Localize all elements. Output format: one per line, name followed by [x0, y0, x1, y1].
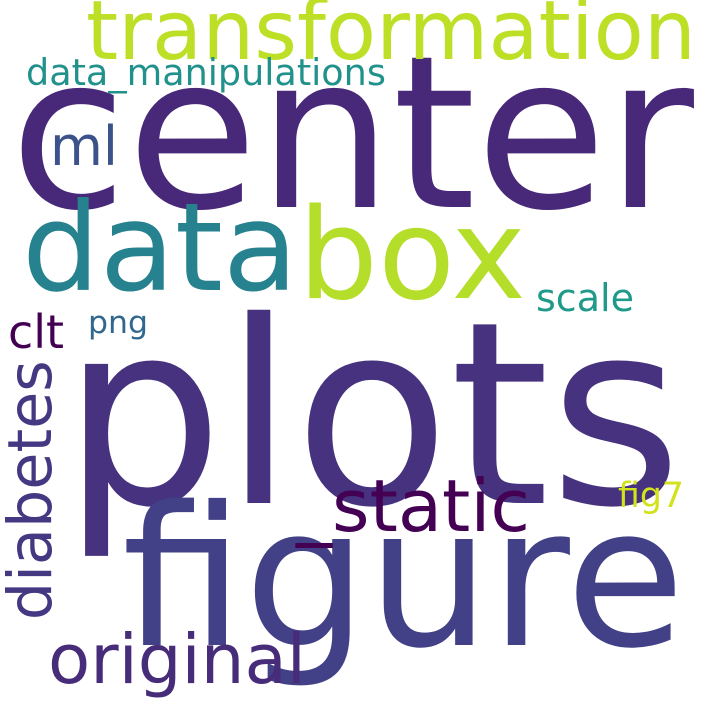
- word-ml: ml: [50, 114, 118, 178]
- word-original: original: [48, 619, 306, 700]
- word-data: data: [22, 175, 298, 319]
- word-data-manipulations: data_manipulations: [26, 50, 386, 94]
- word-fig7: fig7: [618, 475, 684, 516]
- word-center: center: [10, 10, 694, 258]
- word-static: _static: [296, 464, 530, 549]
- word-diabetes: diabetes: [0, 360, 66, 620]
- word-box: box: [298, 180, 526, 328]
- word-transformation: transformation: [86, 0, 696, 80]
- word-figure: figure: [122, 465, 685, 692]
- word-scale: scale: [536, 276, 634, 321]
- word-clt: clt: [8, 305, 64, 360]
- word-png: png: [88, 305, 148, 342]
- word-plots: plots: [62, 266, 683, 563]
